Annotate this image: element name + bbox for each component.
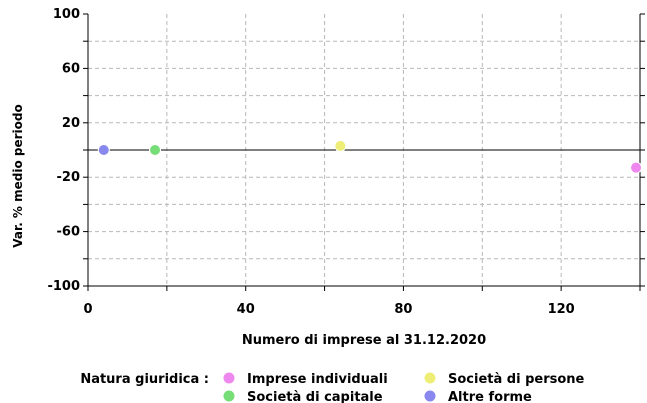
legend-marker bbox=[223, 372, 235, 384]
y-tick-label: 20 bbox=[62, 116, 80, 131]
legend-title: Natura giuridica : bbox=[80, 372, 209, 387]
legend-label: Società di capitale bbox=[247, 390, 383, 403]
x-tick-label: 0 bbox=[83, 302, 92, 317]
y-tick-label: 60 bbox=[62, 61, 80, 76]
data-point bbox=[97, 144, 110, 156]
legend: Imprese individuali Società di persone Soc… bbox=[223, 372, 585, 403]
grid-lines bbox=[88, 14, 640, 286]
x-tick-label: 80 bbox=[394, 302, 412, 317]
x-axis-title: Numero di imprese al 31.12.2020 bbox=[242, 333, 486, 348]
data-point bbox=[630, 161, 643, 174]
legend-marker bbox=[424, 390, 436, 402]
y-tick-label: -20 bbox=[57, 170, 81, 185]
x-tick-label: 120 bbox=[548, 302, 575, 317]
legend-label: Altre forme bbox=[448, 390, 532, 403]
legend-marker bbox=[424, 372, 436, 384]
axes bbox=[83, 13, 645, 291]
data-point bbox=[334, 139, 347, 152]
legend-label: Società di persone bbox=[448, 372, 585, 387]
data-point bbox=[149, 144, 162, 156]
y-tick-label: 100 bbox=[53, 7, 80, 22]
x-tick-labels: 0 40 80 120 bbox=[83, 302, 574, 317]
data-points bbox=[97, 139, 643, 174]
legend-marker bbox=[223, 390, 235, 402]
y-tick-labels: 100 60 20 -20 -60 -100 bbox=[47, 7, 80, 294]
x-tick-label: 40 bbox=[237, 302, 255, 317]
y-tick-label: -100 bbox=[47, 279, 80, 294]
y-axis-title: Var. % medio periodo bbox=[11, 104, 25, 247]
y-tick-label: -60 bbox=[57, 225, 81, 240]
legend-label: Imprese individuali bbox=[247, 372, 388, 387]
